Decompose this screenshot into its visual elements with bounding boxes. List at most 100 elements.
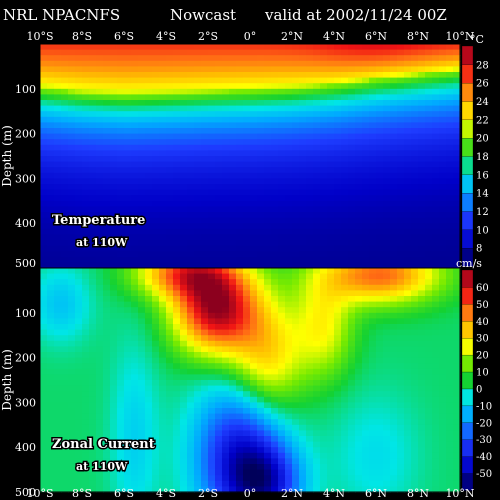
heatmap-cell [54, 396, 62, 403]
heatmap-cell [159, 273, 167, 280]
heatmap-cell [320, 60, 328, 67]
heatmap-cell [271, 452, 279, 459]
heatmap-cell [173, 150, 181, 157]
heatmap-cell [369, 66, 377, 73]
heatmap-cell [187, 217, 195, 224]
heatmap-cell [257, 447, 265, 454]
heatmap-cell [425, 55, 433, 62]
heatmap-cell [96, 441, 104, 448]
heatmap-cell [138, 167, 146, 174]
heatmap-cell [103, 346, 111, 353]
heatmap-cell [236, 88, 244, 95]
heatmap-cell [82, 357, 90, 364]
heatmap-cell [180, 385, 188, 392]
heatmap-cell [439, 189, 447, 196]
heatmap-cell [124, 368, 132, 375]
heatmap-cell [257, 245, 265, 252]
heatmap-cell [320, 223, 328, 230]
heatmap-cell [453, 430, 461, 437]
heatmap-cell [215, 240, 223, 247]
heatmap-cell [47, 458, 55, 465]
heatmap-cell [194, 396, 202, 403]
heatmap-cell [285, 240, 293, 247]
heatmap-cell [362, 391, 370, 398]
heatmap-cell [313, 206, 321, 213]
heatmap-cell [222, 329, 230, 336]
heatmap-cell [334, 268, 342, 275]
heatmap-cell [187, 424, 195, 431]
heatmap-cell [68, 150, 76, 157]
heatmap-cell [418, 419, 426, 426]
heatmap-cell [313, 251, 321, 258]
heatmap-cell [40, 128, 48, 135]
heatmap-cell [61, 464, 69, 471]
heatmap-cell [432, 480, 440, 487]
heatmap-cell [348, 352, 356, 359]
heatmap-cell [278, 240, 286, 247]
heatmap-cell [390, 156, 398, 163]
heatmap-cell [201, 128, 209, 135]
heatmap-cell [131, 77, 139, 84]
heatmap-cell [313, 184, 321, 191]
heatmap-cell [131, 200, 139, 207]
heatmap-cell [229, 357, 237, 364]
heatmap-cell [390, 430, 398, 437]
heatmap-cell [264, 217, 272, 224]
heatmap-cell [285, 318, 293, 325]
heatmap-cell [397, 464, 405, 471]
heatmap-cell [159, 408, 167, 415]
heatmap-cell [369, 161, 377, 168]
heatmap-cell [390, 111, 398, 118]
heatmap-cell [453, 223, 461, 230]
heatmap-cell [187, 133, 195, 140]
heatmap-cell [439, 178, 447, 185]
heatmap-cell [180, 318, 188, 325]
heatmap-cell [40, 72, 48, 79]
heatmap-cell [124, 441, 132, 448]
heatmap-cell [278, 346, 286, 353]
heatmap-cell [348, 150, 356, 157]
heatmap-cell [383, 307, 391, 314]
heatmap-cell [47, 234, 55, 241]
heatmap-cell [47, 346, 55, 353]
heatmap-cell [89, 156, 97, 163]
heatmap-cell [362, 486, 370, 493]
heatmap-cell [138, 217, 146, 224]
heatmap-cell [173, 307, 181, 314]
heatmap-cell [96, 374, 104, 381]
heatmap-cell [299, 72, 307, 79]
heatmap-cell [334, 172, 342, 179]
heatmap-cell [362, 430, 370, 437]
heatmap-cell [257, 273, 265, 280]
heatmap-cell [152, 408, 160, 415]
heatmap-cell [320, 139, 328, 146]
heatmap-cell [299, 178, 307, 185]
heatmap-cell [369, 245, 377, 252]
heatmap-cell [446, 312, 454, 319]
heatmap-cell [208, 268, 216, 275]
heatmap-cell [397, 279, 405, 286]
heatmap-cell [40, 139, 48, 146]
heatmap-cell [201, 458, 209, 465]
heatmap-cell [215, 486, 223, 493]
heatmap-cell [369, 150, 377, 157]
heatmap-cell [327, 77, 335, 84]
heatmap-cell [89, 83, 97, 90]
heatmap-cell [47, 452, 55, 459]
heatmap-cell [222, 273, 230, 280]
colorbar-tick-label: 60 [476, 283, 489, 294]
heatmap-cell [355, 256, 363, 263]
heatmap-cell [425, 111, 433, 118]
heatmap-cell [453, 318, 461, 325]
heatmap-cell [446, 273, 454, 280]
heatmap-cell [138, 49, 146, 56]
heatmap-cell [194, 184, 202, 191]
heatmap-cell [299, 245, 307, 252]
heatmap-cell [439, 111, 447, 118]
heatmap-cell [264, 301, 272, 308]
heatmap-cell [159, 206, 167, 213]
heatmap-cell [369, 133, 377, 140]
heatmap-cell [285, 262, 293, 269]
heatmap-cell [40, 49, 48, 56]
panel-title: Zonal Current [52, 437, 155, 452]
